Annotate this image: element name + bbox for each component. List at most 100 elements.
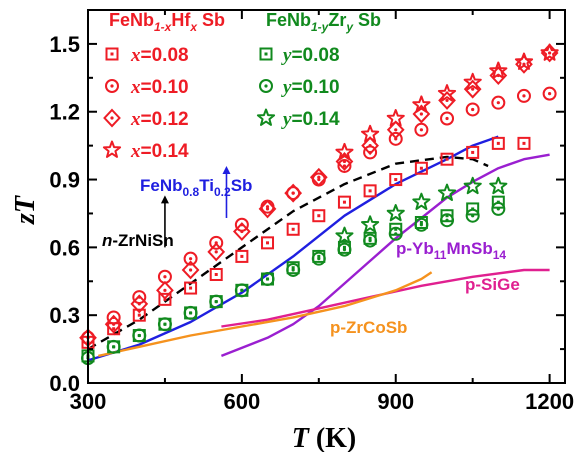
curve-n-zrnisn xyxy=(87,155,489,351)
marker-circle-outline xyxy=(414,122,429,137)
data-point-y-0-10 xyxy=(491,201,506,216)
marker-diamond-outline xyxy=(489,66,508,86)
marker-square-dot xyxy=(137,313,141,317)
marker-square-dot xyxy=(419,166,423,170)
data-point-x-0-08 xyxy=(491,136,505,150)
marker-square-outline xyxy=(517,136,531,150)
marker-square-outline xyxy=(259,47,273,61)
marker-diamond-dot xyxy=(445,98,449,103)
marker-diamond-outline xyxy=(104,314,123,334)
marker-circle-outline xyxy=(440,213,455,228)
marker-square-dot xyxy=(110,52,114,56)
marker-circle-outline xyxy=(183,251,198,266)
data-point-y-0-10 xyxy=(286,262,301,277)
marker-square-outline xyxy=(466,145,480,159)
data-point-x-0-08 xyxy=(363,184,377,198)
marker-square-dot xyxy=(419,220,423,224)
data-point-y-0-10 xyxy=(388,226,403,241)
marker-diamond-dot xyxy=(137,302,141,306)
data-point-x-0-14 xyxy=(540,43,559,61)
x-tick-label: 300 xyxy=(70,389,107,414)
marker-circle-outline xyxy=(157,317,172,332)
data-point-x-0-10 xyxy=(414,122,429,137)
marker-diamond-dot xyxy=(394,128,398,132)
marker-diamond-dot xyxy=(112,322,116,326)
marker-circle-dot xyxy=(110,84,114,88)
marker-circle-dot xyxy=(188,311,193,315)
legend-marker-x-0-08 xyxy=(105,47,119,61)
marker-circle-dot xyxy=(317,177,321,182)
x-tick-label: 1200 xyxy=(525,389,574,414)
data-point-x-0-12 xyxy=(284,183,303,203)
data-point-x-0-12 xyxy=(130,294,149,314)
marker-circle-outline xyxy=(337,242,352,257)
marker-diamond-dot xyxy=(188,268,193,272)
marker-square-dot xyxy=(394,227,398,231)
y-tick-label: 0.3 xyxy=(49,303,80,328)
data-point-y-0-10 xyxy=(465,208,480,223)
marker-square-dot xyxy=(394,178,398,182)
marker-circle-dot xyxy=(342,164,347,168)
data-point-x-0-12 xyxy=(104,314,123,334)
data-point-x-0-14 xyxy=(489,61,508,79)
marker-square-dot xyxy=(368,189,372,193)
axes xyxy=(87,9,566,384)
data-point-y-0-14 xyxy=(437,183,457,201)
reference-curves xyxy=(87,135,550,362)
x-tick-label: 900 xyxy=(377,389,414,414)
data-point-y-0-10 xyxy=(440,213,455,228)
marker-diamond-outline xyxy=(207,242,226,262)
marker-diamond-outline xyxy=(386,120,405,140)
marker-diamond-dot xyxy=(317,175,321,179)
marker-circle-dot xyxy=(188,257,193,261)
label-ybmnsb: p-Yb11MnSb14 xyxy=(396,239,506,262)
marker-square-dot xyxy=(291,266,295,270)
y-axis-label: zT xyxy=(10,194,41,225)
data-point-x-0-12 xyxy=(233,222,251,242)
marker-circle-outline xyxy=(388,131,403,146)
marker-diamond-dot xyxy=(471,87,475,91)
marker-square-dot xyxy=(342,245,346,249)
marker-diamond-dot xyxy=(419,112,423,116)
data-point-x-0-14 xyxy=(361,124,380,143)
marker-diamond-outline xyxy=(361,136,379,156)
y-tick-label: 0.6 xyxy=(49,235,80,260)
marker-circle-dot xyxy=(445,218,449,222)
marker-square-dot xyxy=(445,214,449,218)
marker-circle-dot xyxy=(240,288,244,292)
data-point-x-0-08 xyxy=(517,136,531,150)
marker-circle-outline xyxy=(105,79,119,93)
marker-circle-dot xyxy=(137,333,141,338)
marker-diamond-outline xyxy=(181,260,200,280)
data-point-y-0-14 xyxy=(386,204,405,222)
marker-square-outline xyxy=(440,152,454,166)
y-tick-label: 0.9 xyxy=(49,168,80,193)
marker-circle-outline xyxy=(440,111,455,126)
marker-square-dot xyxy=(368,236,372,240)
marker-diamond-dot xyxy=(163,288,167,292)
marker-circle-outline xyxy=(259,79,273,93)
data-point-y-0-14 xyxy=(463,176,482,195)
marker-diamond-dot xyxy=(110,116,114,120)
marker-square-outline xyxy=(389,173,403,187)
data-point-y-0-10 xyxy=(209,294,224,309)
y-tick-label: 0.0 xyxy=(49,371,80,396)
legend-marker-y-0-08 xyxy=(259,47,273,61)
marker-circle-dot xyxy=(471,214,475,218)
legend-marker-x-0-10 xyxy=(105,79,119,93)
marker-circle-dot xyxy=(496,207,500,211)
marker-square-outline xyxy=(235,249,249,263)
data-point-x-0-12 xyxy=(386,120,405,140)
legend-label-y-0-10: y=0.10 xyxy=(281,77,340,98)
data-point-y-0-14 xyxy=(335,226,354,244)
label-sige: p-SiGe xyxy=(465,275,520,294)
marker-circle-dot xyxy=(163,275,167,279)
plot-frame xyxy=(87,9,566,384)
marker-circle-outline xyxy=(286,186,301,201)
marker-circle-outline xyxy=(209,294,224,309)
data-point-x-0-08 xyxy=(286,222,300,236)
data-point-x-0-08 xyxy=(235,249,249,263)
data-point-x-0-14 xyxy=(437,84,457,102)
marker-circle-dot xyxy=(522,94,526,98)
data-point-x-0-14 xyxy=(335,142,354,161)
